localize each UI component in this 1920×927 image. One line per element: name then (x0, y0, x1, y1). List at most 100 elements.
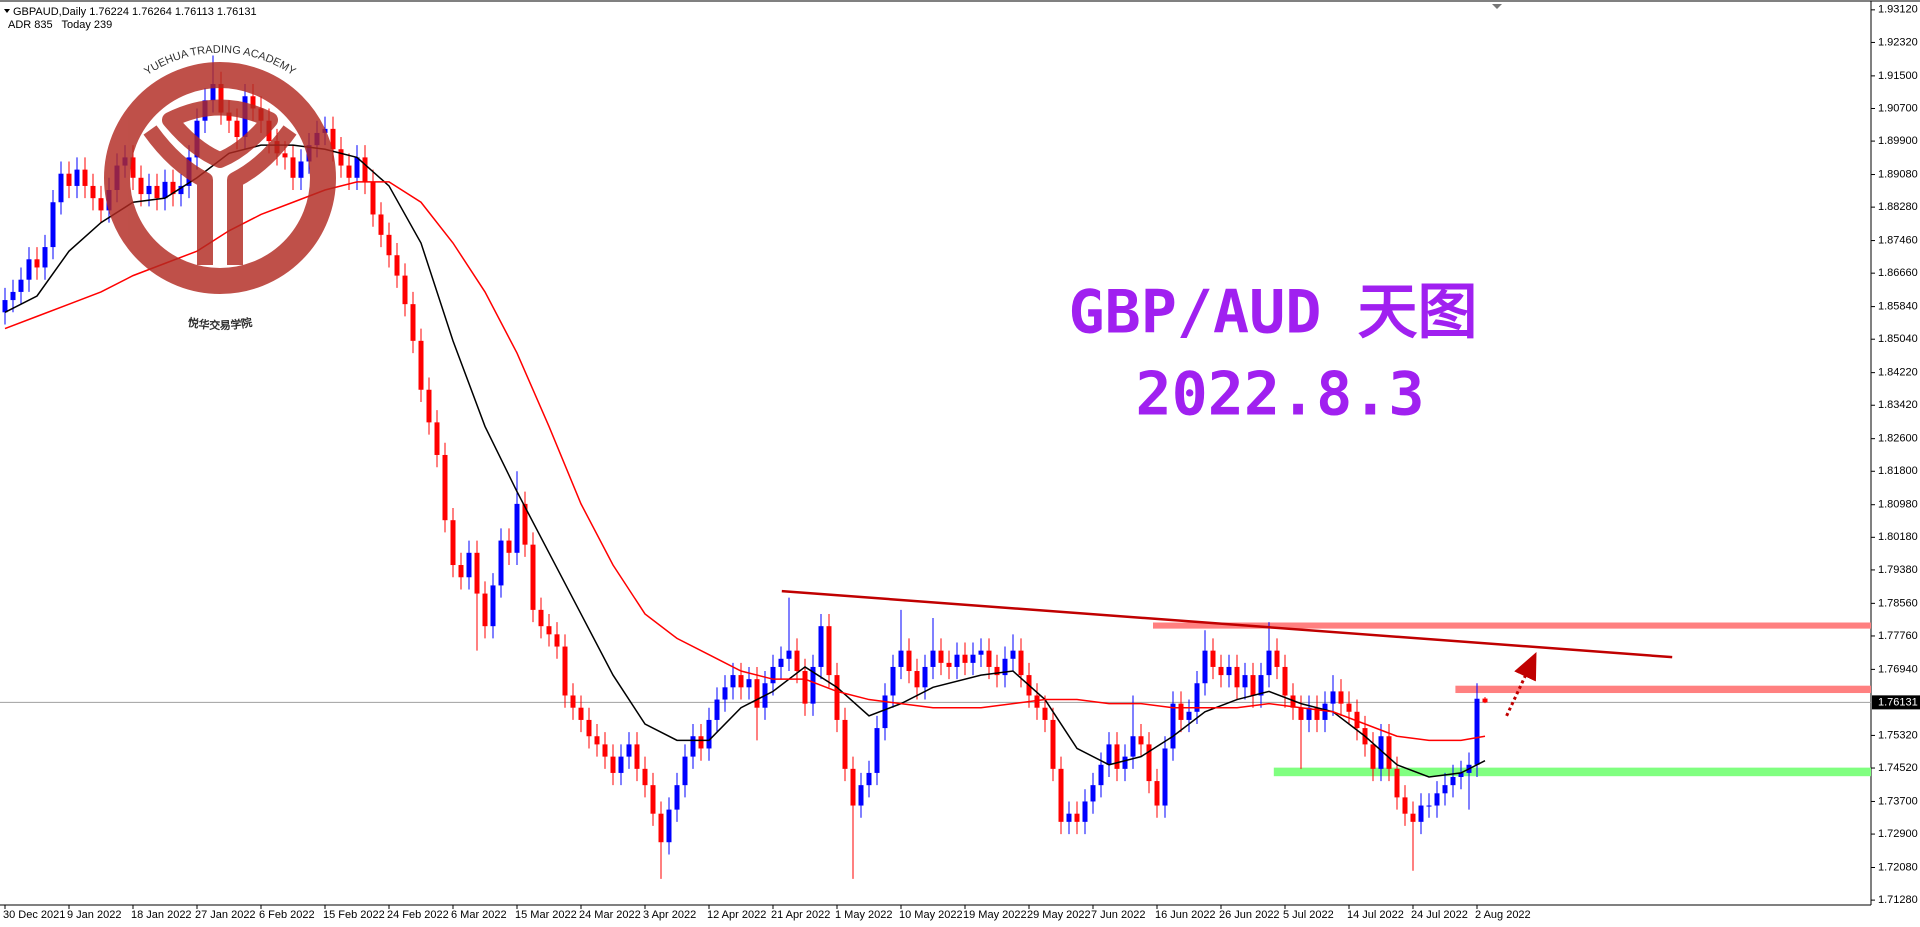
candle-body (154, 185, 160, 199)
candle-body (642, 768, 648, 786)
y-tick-label: 1.77760 (1878, 630, 1918, 642)
candle-body (1338, 691, 1344, 704)
candle-body (1218, 666, 1224, 676)
candle-body (1242, 675, 1248, 688)
candle-body (1066, 813, 1072, 822)
logo-emblem (143, 99, 297, 265)
scroll-marker (1492, 4, 1502, 9)
candle-body (18, 279, 24, 292)
candle-body (1018, 650, 1024, 676)
candle-body (794, 650, 800, 672)
candle-body (1058, 768, 1064, 822)
candle-body (890, 666, 896, 696)
candle-body (882, 695, 888, 729)
candle-body (914, 671, 920, 688)
candle-body (1002, 658, 1008, 676)
candle-body (938, 650, 944, 663)
candle-body (906, 650, 912, 672)
candle-body (954, 654, 960, 667)
candle-body (1202, 650, 1208, 684)
candle-body (1346, 703, 1352, 712)
candle-body (338, 149, 344, 166)
candle-body (1402, 797, 1408, 814)
candle-body (690, 736, 696, 757)
x-tick-label: 30 Dec 2021 (3, 909, 65, 921)
x-tick-label: 9 Jan 2022 (67, 909, 121, 921)
candle-body (362, 157, 368, 182)
plot-area (0, 55, 1871, 879)
candle-body (930, 650, 936, 667)
y-tick-label: 1.82600 (1878, 433, 1918, 445)
candle-body (1426, 805, 1432, 807)
candle-body (74, 169, 80, 186)
x-tick-label: 27 Jan 2022 (195, 909, 256, 921)
header-open: 1.76224 (89, 6, 129, 18)
current-price-box (1872, 695, 1920, 710)
candle-body (1442, 785, 1448, 794)
candle-body (698, 736, 704, 749)
candle-body (1194, 683, 1200, 712)
candle-body (434, 422, 440, 455)
candle-body (530, 544, 536, 610)
candle-body (378, 214, 384, 235)
y-tick-label: 1.74520 (1878, 762, 1918, 774)
y-tick-label: 1.84220 (1878, 367, 1918, 379)
candle-body (714, 699, 720, 720)
watermark-text-cn-path: 悦华交易学院 (187, 315, 254, 332)
y-tick-label: 1.87460 (1878, 234, 1918, 246)
candle-body (506, 540, 512, 553)
candle-body (218, 84, 224, 113)
candle-body (330, 128, 336, 150)
candle-body (602, 744, 608, 757)
candle-body (370, 181, 376, 215)
candle-body (146, 185, 152, 195)
x-tick-label: 12 Apr 2022 (707, 909, 766, 921)
candle-body (802, 671, 808, 704)
forecast-arrow (1505, 651, 1537, 717)
y-tick-label: 1.92320 (1878, 36, 1918, 48)
trendline (781, 589, 1673, 659)
candle-body (66, 173, 72, 186)
candle-body (1330, 691, 1336, 704)
candle-body (514, 503, 520, 553)
candle-body (810, 666, 816, 704)
candle-body (1474, 698, 1480, 765)
candle-body (386, 234, 392, 256)
candle-body (978, 650, 984, 655)
x-tick-label: 5 Jul 2022 (1283, 909, 1334, 921)
x-tick-label: 21 Apr 2022 (771, 909, 830, 921)
y-tick-label: 1.72900 (1878, 828, 1918, 840)
candle-body (458, 565, 464, 578)
candle-body (1370, 744, 1376, 769)
candle-body (1138, 736, 1144, 745)
candle-body (818, 626, 824, 667)
candle-body (834, 675, 840, 720)
chart-header: GBPAUD,Daily 1.76224 1.76264 1.76113 1.7… (13, 6, 257, 18)
y-tick-label: 1.93120 (1878, 4, 1918, 16)
candle-body (450, 520, 456, 566)
candle-body (594, 736, 600, 745)
x-tick-label: 14 Jul 2022 (1347, 909, 1404, 921)
candle-body (1122, 756, 1128, 769)
x-tick-label: 6 Mar 2022 (451, 909, 507, 921)
candle-body (442, 454, 448, 521)
chart-title: GBP/AUD 天图 (1069, 278, 1478, 348)
candle-body (626, 744, 632, 757)
adr-info: ADR 835 Today 239 (8, 19, 112, 31)
x-tick-label: 29 May 2022 (1027, 909, 1091, 921)
candle-body (1298, 707, 1304, 720)
candle-body (994, 666, 1000, 676)
watermark-text-cn: 悦华交易学院 (187, 315, 254, 332)
y-tick-label: 1.81800 (1878, 465, 1918, 477)
zone (1273, 767, 1871, 777)
header-high: 1.76264 (132, 6, 172, 18)
candle-body (858, 785, 864, 806)
y-tick-label: 1.91500 (1878, 70, 1918, 82)
candle-body (298, 161, 304, 178)
candle-body (986, 650, 992, 667)
x-tick-label: 7 Jun 2022 (1091, 909, 1145, 921)
candle-body (578, 707, 584, 720)
x-tick-label: 18 Jan 2022 (131, 909, 192, 921)
today: Today 239 (62, 19, 113, 31)
x-tick-label: 6 Feb 2022 (259, 909, 315, 921)
